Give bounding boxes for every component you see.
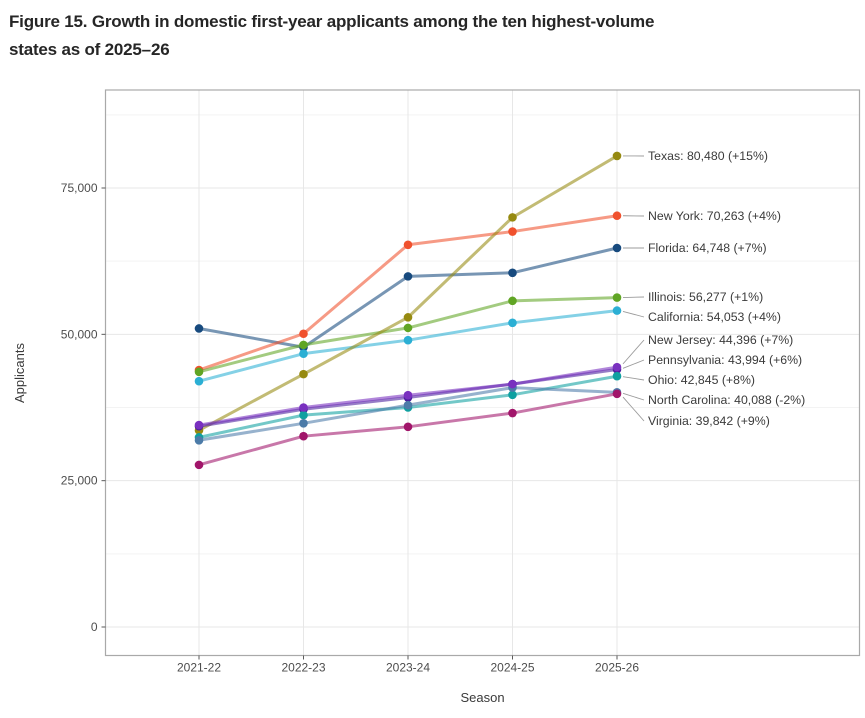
plot-panel-border bbox=[104, 89, 861, 657]
series-point-california bbox=[194, 376, 204, 386]
y-tick-label: 25,000 bbox=[61, 474, 98, 488]
series-label-california: California: 54,053 (+4%) bbox=[648, 310, 781, 324]
series-point-texas bbox=[612, 151, 622, 161]
series-point-california bbox=[612, 306, 622, 315]
label-leader-virginia bbox=[622, 396, 645, 422]
series-point-ohio bbox=[299, 410, 308, 420]
series-point-illinois bbox=[508, 296, 517, 306]
x-axis-title: Season bbox=[460, 690, 504, 705]
series-label-north-carolina: North Carolina: 40,088 (-2%) bbox=[648, 393, 805, 407]
series-point-ohio bbox=[508, 390, 517, 400]
series-point-new-jersey bbox=[194, 420, 204, 430]
series-label-new-jersey: New Jersey: 44,396 (+7%) bbox=[648, 333, 793, 347]
series-label-florida: Florida: 64,748 (+7%) bbox=[648, 241, 767, 255]
series-point-virginia bbox=[299, 431, 308, 441]
series-point-california bbox=[508, 318, 517, 328]
label-leader-north-carolina bbox=[622, 392, 645, 401]
series-point-florida bbox=[508, 268, 517, 278]
series-point-texas bbox=[403, 313, 413, 322]
series-point-virginia bbox=[194, 460, 204, 470]
series-point-north-carolina bbox=[299, 419, 308, 428]
x-tick-label: 2024-25 bbox=[490, 661, 534, 675]
series-point-ohio bbox=[612, 371, 622, 381]
series-point-new-jersey bbox=[403, 390, 413, 400]
figure-title-line1: Figure 15. Growth in domestic first-year… bbox=[9, 12, 655, 31]
series-label-virginia: Virginia: 39,842 (+9%) bbox=[648, 414, 770, 428]
series-point-illinois bbox=[612, 293, 622, 302]
series-label-pennsylvania: Pennsylvania: 43,994 (+6%) bbox=[648, 353, 802, 367]
series-label-ohio: Ohio: 42,845 (+8%) bbox=[648, 373, 755, 387]
y-tick-label: 50,000 bbox=[61, 327, 98, 341]
figure-title-line2: states as of 2025–26 bbox=[9, 40, 170, 59]
label-leader-new-jersey bbox=[622, 339, 645, 365]
series-point-new-jersey bbox=[299, 403, 308, 412]
series-point-north-carolina bbox=[194, 435, 204, 445]
series-point-illinois bbox=[403, 323, 413, 333]
figure-title: Figure 15. Growth in domestic first-year… bbox=[9, 8, 849, 64]
series-label-texas: Texas: 80,480 (+15%) bbox=[648, 149, 768, 163]
series-point-virginia bbox=[508, 408, 517, 418]
series-point-texas bbox=[508, 213, 517, 222]
series-point-new-york bbox=[612, 211, 622, 221]
series-point-virginia bbox=[403, 422, 413, 432]
label-leader-ohio bbox=[622, 376, 645, 381]
series-point-new-jersey bbox=[612, 362, 622, 372]
series-point-illinois bbox=[194, 367, 204, 377]
series-point-florida bbox=[612, 243, 622, 253]
series-point-north-carolina bbox=[403, 400, 413, 410]
series-point-texas bbox=[299, 369, 308, 379]
series-label-illinois: Illinois: 56,277 (+1%) bbox=[648, 290, 763, 304]
series-point-california bbox=[299, 349, 308, 358]
x-tick-label: 2022-23 bbox=[281, 661, 325, 675]
label-leader-california bbox=[622, 310, 645, 318]
series-point-new-jersey bbox=[508, 379, 517, 389]
series-point-california bbox=[403, 335, 413, 345]
series-point-virginia bbox=[612, 389, 622, 399]
y-tick-label: 0 bbox=[91, 620, 98, 634]
series-label-new-york: New York: 70,263 (+4%) bbox=[648, 209, 781, 223]
series-point-new-york bbox=[403, 240, 413, 250]
series-point-illinois bbox=[299, 340, 308, 350]
series-point-florida bbox=[194, 324, 204, 333]
y-tick-label: 75,000 bbox=[61, 181, 98, 195]
label-leader-illinois bbox=[622, 296, 645, 298]
x-tick-label: 2025-26 bbox=[595, 661, 639, 675]
x-tick-label: 2021-22 bbox=[177, 661, 221, 675]
series-point-florida bbox=[403, 272, 413, 281]
y-axis-title: Applicants bbox=[12, 343, 27, 403]
series-point-new-york bbox=[508, 227, 517, 236]
x-tick-label: 2023-24 bbox=[386, 661, 430, 675]
series-point-new-york bbox=[299, 329, 308, 339]
label-leader-pennsylvania bbox=[622, 359, 645, 369]
